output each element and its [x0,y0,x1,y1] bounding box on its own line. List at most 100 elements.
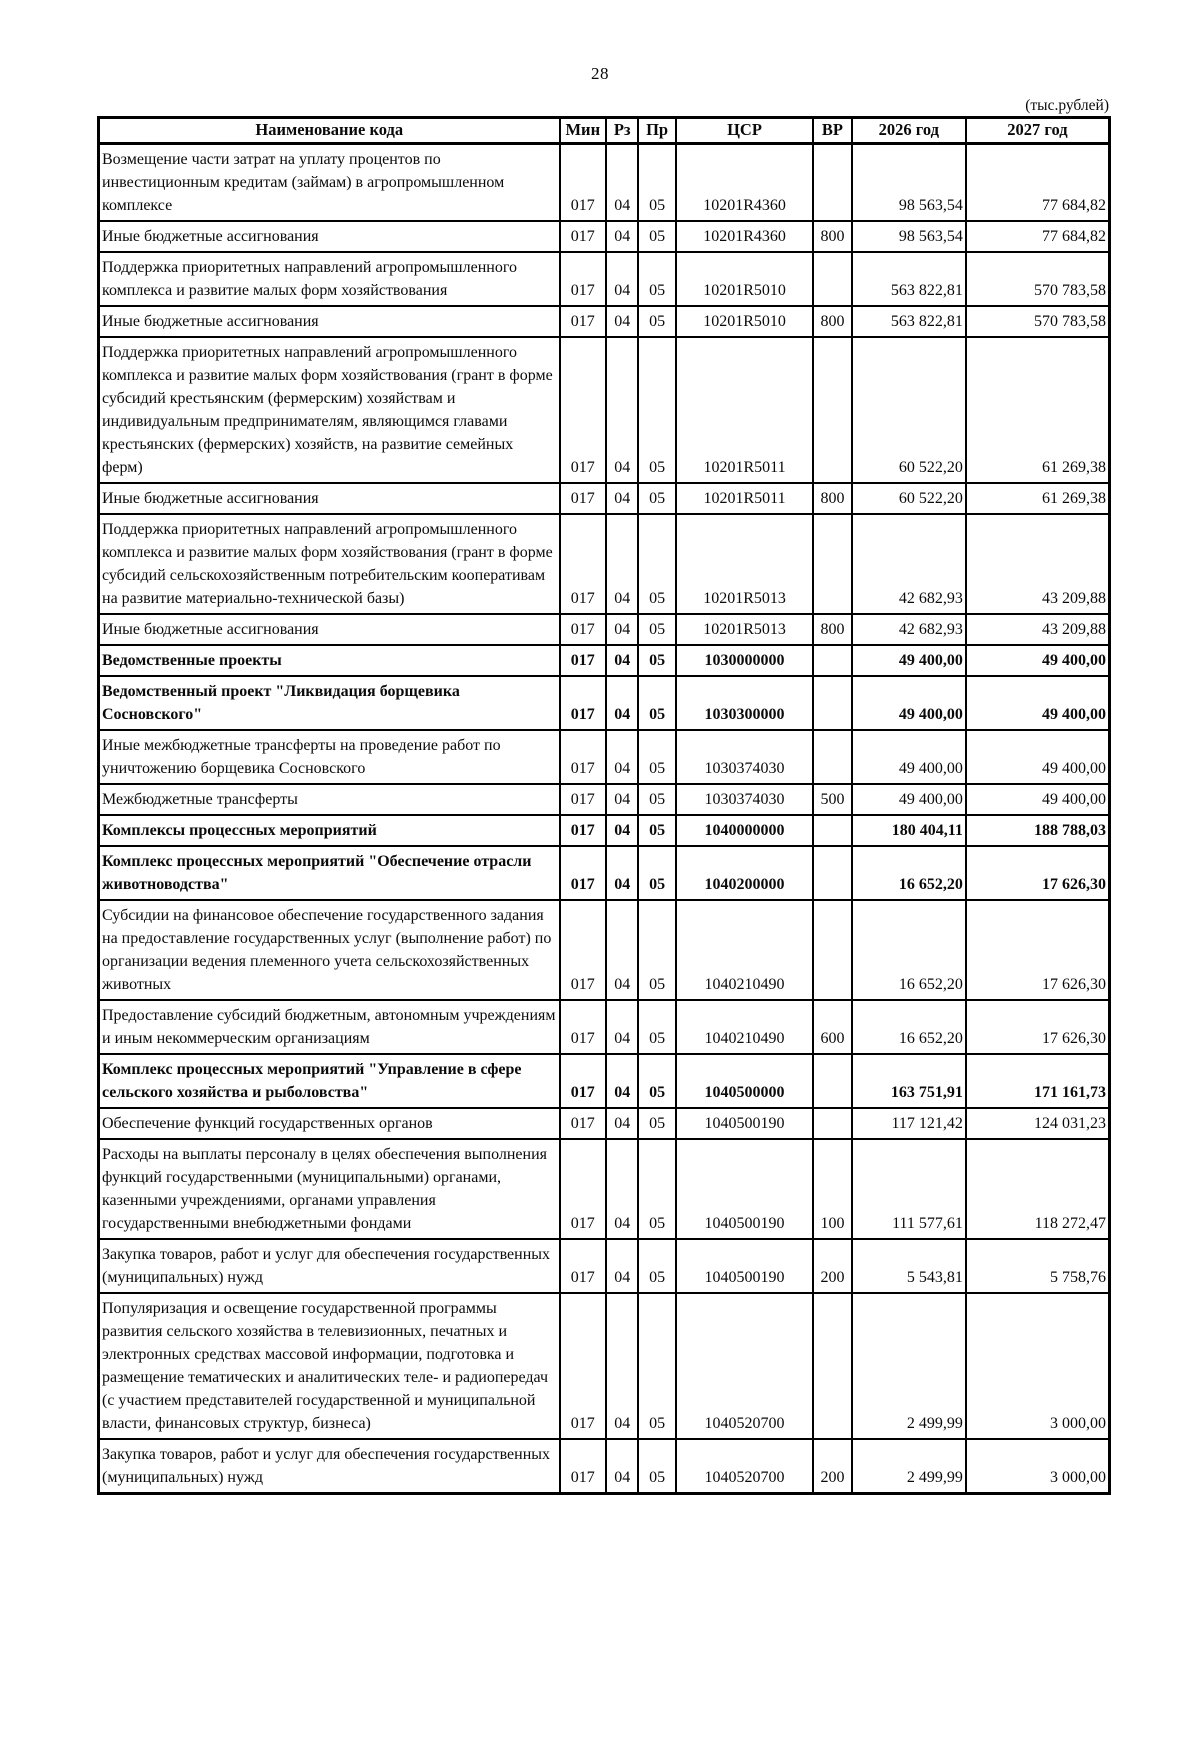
name-cell: Расходы на выплаты персоналу в целях обе… [97,1138,561,1240]
rz-cell: 04 [605,513,640,615]
amount-2026-cell: 2 499,99 [850,1438,967,1495]
csr-cell: 10201R5013 [674,513,815,615]
name-cell: Комплекс процессных мероприятий "Управле… [97,1053,561,1109]
rz-cell: 04 [605,899,640,1001]
pr-cell: 05 [637,251,677,307]
amount-2027-cell: 61 269,38 [964,336,1111,484]
csr-cell: 1030374030 [674,783,815,816]
name-cell: Поддержка приоритетных направлений агроп… [97,251,561,307]
csr-cell: 1040210490 [674,899,815,1001]
name-cell: Ведомственный проект "Ликвидация борщеви… [97,675,561,731]
min-cell: 017 [558,845,608,901]
min-cell: 017 [558,336,608,484]
name-cell: Предоставление субсидий бюджетным, автон… [97,999,561,1055]
amount-2026-cell: 5 543,81 [850,1238,967,1294]
amount-2026-cell: 2 499,99 [850,1292,967,1440]
amount-2026-cell: 98 563,54 [850,142,967,222]
vr-cell [812,1053,853,1109]
min-cell: 017 [558,999,608,1055]
pr-cell: 05 [637,142,677,222]
amount-2027-cell: 17 626,30 [964,899,1111,1001]
rz-cell: 04 [605,220,640,253]
csr-cell: 10201R4360 [674,220,815,253]
pr-cell: 05 [637,305,677,338]
table-row: Поддержка приоритетных направлений агроп… [97,513,1111,615]
amount-2027-cell: 5 758,76 [964,1238,1111,1294]
amount-2027-cell: 124 031,23 [964,1107,1111,1140]
rz-cell: 04 [605,644,640,677]
rz-cell: 04 [605,1138,640,1240]
pr-cell: 05 [637,729,677,785]
pr-cell: 05 [637,644,677,677]
vr-cell: 200 [812,1238,853,1294]
pr-cell: 05 [637,482,677,515]
min-cell: 017 [558,513,608,615]
amount-2026-cell: 60 522,20 [850,482,967,515]
name-cell: Иные бюджетные ассигнования [97,220,561,253]
col-header-name: Наименование кода [97,116,561,145]
amount-2026-cell: 42 682,93 [850,613,967,646]
csr-cell: 10201R5013 [674,613,815,646]
units-label: (тыс.рублей) [1025,97,1109,114]
table-row: Ведомственные проекты 017 04 05 10300000… [97,644,1111,677]
min-cell: 017 [558,251,608,307]
min-cell: 017 [558,142,608,222]
amount-2026-cell: 16 652,20 [850,899,967,1001]
pr-cell: 05 [637,513,677,615]
rz-cell: 04 [605,783,640,816]
table-row: Обеспечение функций государственных орга… [97,1107,1111,1140]
amount-2026-cell: 60 522,20 [850,336,967,484]
name-cell: Комплексы процессных мероприятий [97,814,561,847]
vr-cell [812,644,853,677]
pr-cell: 05 [637,1292,677,1440]
pr-cell: 05 [637,1107,677,1140]
csr-cell: 1040500190 [674,1138,815,1240]
csr-cell: 1030374030 [674,729,815,785]
table-row: Возмещение части затрат на уплату процен… [97,142,1111,222]
min-cell: 017 [558,1438,608,1495]
min-cell: 017 [558,1238,608,1294]
name-cell: Закупка товаров, работ и услуг для обесп… [97,1438,561,1495]
name-cell: Субсидии на финансовое обеспечение госуд… [97,899,561,1001]
amount-2026-cell: 42 682,93 [850,513,967,615]
amount-2026-cell: 49 400,00 [850,729,967,785]
csr-cell: 1040520700 [674,1292,815,1440]
name-cell: Иные бюджетные ассигнования [97,305,561,338]
table-row: Поддержка приоритетных направлений агроп… [97,336,1111,484]
amount-2026-cell: 563 822,81 [850,251,967,307]
content-area: (тыс.рублей) Наименование кода Мин Рз Пр… [97,97,1111,1495]
col-header-pr: Пр [637,116,677,145]
vr-cell [812,899,853,1001]
table-row: Комплексы процессных мероприятий 017 04 … [97,814,1111,847]
header-row: Наименование кода Мин Рз Пр ЦСР ВР 2026 … [97,116,1111,145]
rz-cell: 04 [605,1107,640,1140]
csr-cell: 1040520700 [674,1438,815,1495]
csr-cell: 1040500000 [674,1053,815,1109]
pr-cell: 05 [637,675,677,731]
table-row: Популяризация и освещение государственно… [97,1292,1111,1440]
rz-cell: 04 [605,675,640,731]
pr-cell: 05 [637,336,677,484]
csr-cell: 1040200000 [674,845,815,901]
table-row: Ведомственный проект "Ликвидация борщеви… [97,675,1111,731]
table-row: Комплекс процессных мероприятий "Управле… [97,1053,1111,1109]
csr-cell: 1040500190 [674,1238,815,1294]
min-cell: 017 [558,1053,608,1109]
table-row: Иные бюджетные ассигнования 017 04 05 10… [97,220,1111,253]
vr-cell: 800 [812,220,853,253]
min-cell: 017 [558,305,608,338]
table-row: Иные бюджетные ассигнования 017 04 05 10… [97,613,1111,646]
page-number: 28 [591,64,609,83]
vr-cell: 500 [812,783,853,816]
amount-2027-cell: 17 626,30 [964,845,1111,901]
min-cell: 017 [558,644,608,677]
amount-2026-cell: 16 652,20 [850,999,967,1055]
table-row: Закупка товаров, работ и услуг для обесп… [97,1438,1111,1495]
amount-2027-cell: 61 269,38 [964,482,1111,515]
rz-cell: 04 [605,1292,640,1440]
min-cell: 017 [558,613,608,646]
table-row: Комплекс процессных мероприятий "Обеспеч… [97,845,1111,901]
pr-cell: 05 [637,1238,677,1294]
amount-2026-cell: 180 404,11 [850,814,967,847]
amount-2027-cell: 49 400,00 [964,729,1111,785]
